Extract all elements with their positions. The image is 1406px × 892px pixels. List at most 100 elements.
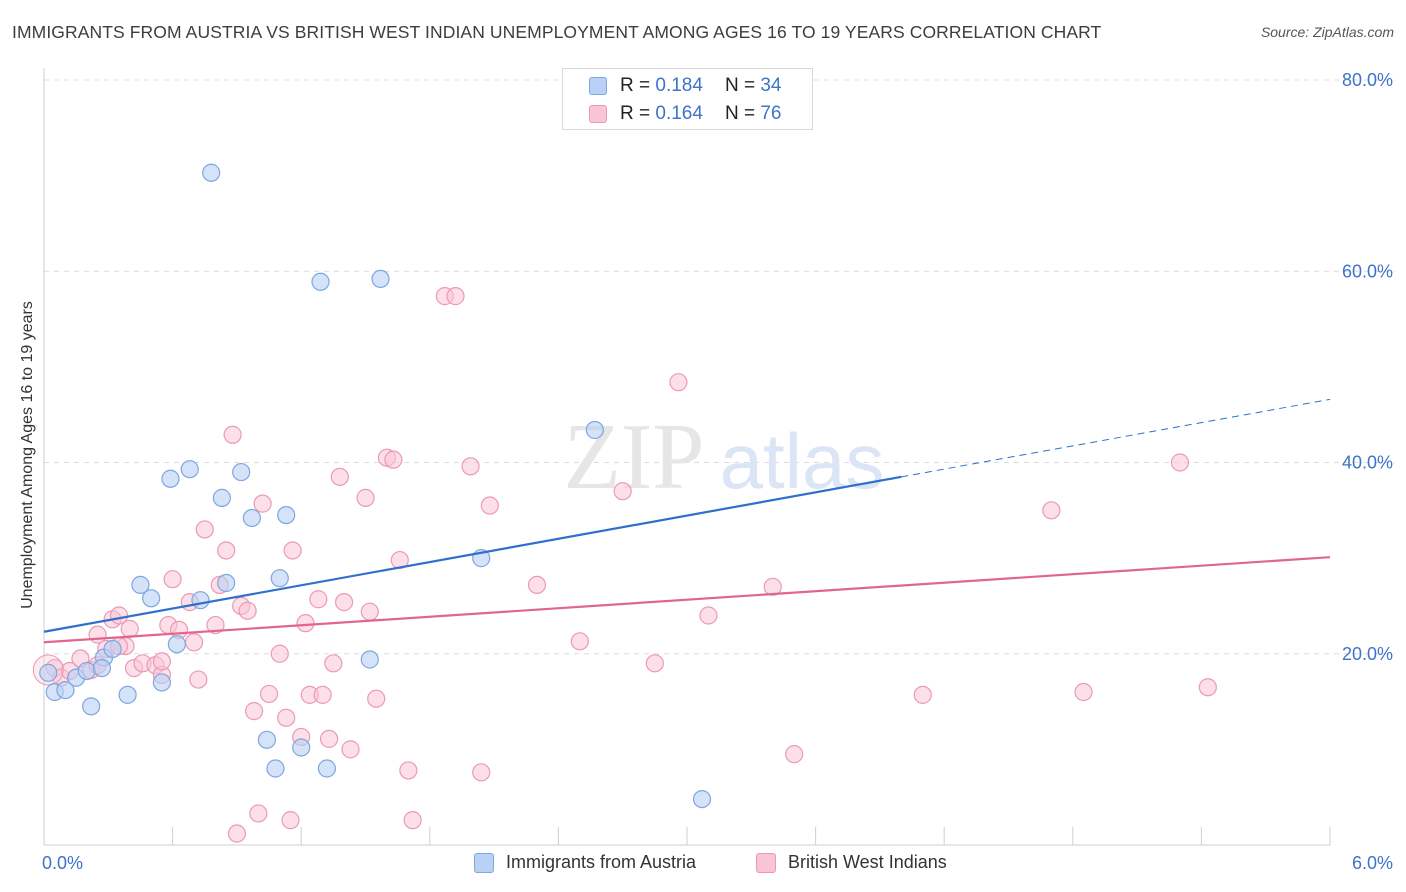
point-british-west-indians <box>1198 678 1217 697</box>
point-british-west-indians <box>367 689 386 708</box>
gridlines <box>44 79 1395 655</box>
point-immigrants-from-austria <box>270 569 289 588</box>
point-british-west-indians <box>645 654 664 673</box>
point-immigrants-from-austria <box>167 635 186 654</box>
series-legend: Immigrants from Austria British West Ind… <box>0 852 1406 876</box>
point-immigrants-from-austria <box>232 462 251 482</box>
axes <box>43 68 1331 846</box>
trendline-austria-extension <box>901 398 1331 478</box>
point-british-west-indians <box>446 287 465 306</box>
point-immigrants-from-austria <box>317 759 337 778</box>
point-british-west-indians <box>309 590 328 609</box>
point-british-west-indians <box>330 467 349 486</box>
point-immigrants-from-austria <box>311 272 330 291</box>
point-immigrants-from-austria <box>77 661 96 681</box>
y-axis-title: Unemployment Among Ages 16 to 19 years <box>19 301 36 609</box>
point-british-west-indians <box>527 575 547 595</box>
legend-item-bwi: British West Indians <box>756 852 947 873</box>
point-british-west-indians <box>384 450 403 469</box>
point-immigrants-from-austria <box>56 680 75 700</box>
legend-item-austria: Immigrants from Austria <box>474 852 696 873</box>
point-immigrants-from-austria <box>103 639 122 659</box>
legend-row-bwi: R = 0.164 N = 76 <box>589 103 781 125</box>
point-immigrants-from-austria <box>277 505 296 525</box>
trendlines <box>43 398 1331 644</box>
r-value: 0.184 <box>655 75 703 96</box>
source-label: Source: ZipAtlas.com <box>1260 24 1394 40</box>
point-immigrants-from-austria <box>371 269 390 288</box>
point-immigrants-from-austria <box>152 673 171 692</box>
point-immigrants-from-austria <box>692 789 712 809</box>
point-immigrants-from-austria <box>266 759 285 778</box>
point-immigrants-from-austria <box>585 420 604 440</box>
point-immigrants-from-austria <box>180 460 199 479</box>
point-immigrants-from-austria <box>292 738 311 757</box>
legend-label: British West Indians <box>788 852 947 872</box>
point-british-west-indians <box>461 457 480 476</box>
legend-swatch-pink <box>756 852 776 873</box>
point-immigrants-from-austria <box>142 589 161 608</box>
x-tick-label-min: 0.0% <box>42 853 83 873</box>
point-british-west-indians <box>785 745 804 764</box>
point-british-west-indians <box>283 541 302 560</box>
point-british-west-indians <box>120 619 139 638</box>
point-british-west-indians <box>472 763 491 782</box>
point-british-west-indians <box>259 684 279 704</box>
point-british-west-indians <box>356 488 375 507</box>
point-british-west-indians <box>227 824 246 843</box>
point-immigrants-from-austria <box>82 697 101 716</box>
legend-swatch-pink <box>589 105 607 123</box>
point-immigrants-from-austria <box>202 163 221 182</box>
r-label: R = <box>620 103 651 124</box>
point-british-west-indians <box>1170 453 1190 472</box>
point-british-west-indians <box>570 632 589 651</box>
point-british-west-indians <box>223 425 242 444</box>
point-british-west-indians <box>403 811 422 830</box>
series-british-west-indians <box>32 287 1217 843</box>
point-immigrants-from-austria <box>257 730 277 749</box>
n-value: 76 <box>760 103 782 124</box>
point-british-west-indians <box>613 482 632 501</box>
point-british-west-indians <box>163 570 182 589</box>
tick-labels: 20.0% 40.0% 60.0% 80.0% 0.0% 6.0% <box>42 70 1393 873</box>
point-british-west-indians <box>206 615 225 635</box>
r-value: 0.164 <box>655 103 703 124</box>
point-british-west-indians <box>341 740 360 759</box>
n-label: N = <box>724 75 756 96</box>
point-british-west-indians <box>217 541 236 560</box>
point-british-west-indians <box>480 496 499 515</box>
point-british-west-indians <box>184 633 204 652</box>
point-british-west-indians <box>324 654 343 673</box>
watermark-atlas: atlas <box>720 417 885 505</box>
y-tick-label: 80.0% <box>1342 70 1393 90</box>
point-british-west-indians <box>281 811 300 830</box>
point-british-west-indians <box>238 601 257 620</box>
point-british-west-indians <box>313 685 332 704</box>
point-immigrants-from-austria <box>92 658 111 678</box>
point-british-west-indians <box>195 520 214 539</box>
point-immigrants-from-austria <box>212 488 231 507</box>
point-immigrants-from-austria <box>161 469 180 488</box>
point-british-west-indians <box>249 804 268 823</box>
legend-row-austria: R = 0.184 N = 34 <box>589 75 781 97</box>
point-british-west-indians <box>319 729 339 748</box>
correlation-legend: R = 0.184 N = 34 R = 0.164 N = 76 <box>562 68 813 130</box>
r-label: R = <box>620 75 651 96</box>
x-tick-label-max: 6.0% <box>1352 853 1393 873</box>
point-immigrants-from-austria <box>118 685 137 704</box>
point-immigrants-from-austria <box>191 591 210 610</box>
point-british-west-indians <box>277 708 296 727</box>
point-british-west-indians <box>913 685 932 704</box>
legend-swatch-blue <box>589 77 607 95</box>
y-tick-label: 60.0% <box>1342 261 1393 281</box>
n-label: N = <box>724 103 756 124</box>
point-british-west-indians <box>253 494 272 513</box>
point-immigrants-from-austria <box>131 575 150 595</box>
legend-label: Immigrants from Austria <box>506 852 697 872</box>
point-british-west-indians <box>699 606 718 625</box>
point-british-west-indians <box>244 702 264 721</box>
point-british-west-indians <box>270 644 289 663</box>
point-immigrants-from-austria <box>360 650 379 669</box>
point-british-west-indians <box>334 593 354 612</box>
